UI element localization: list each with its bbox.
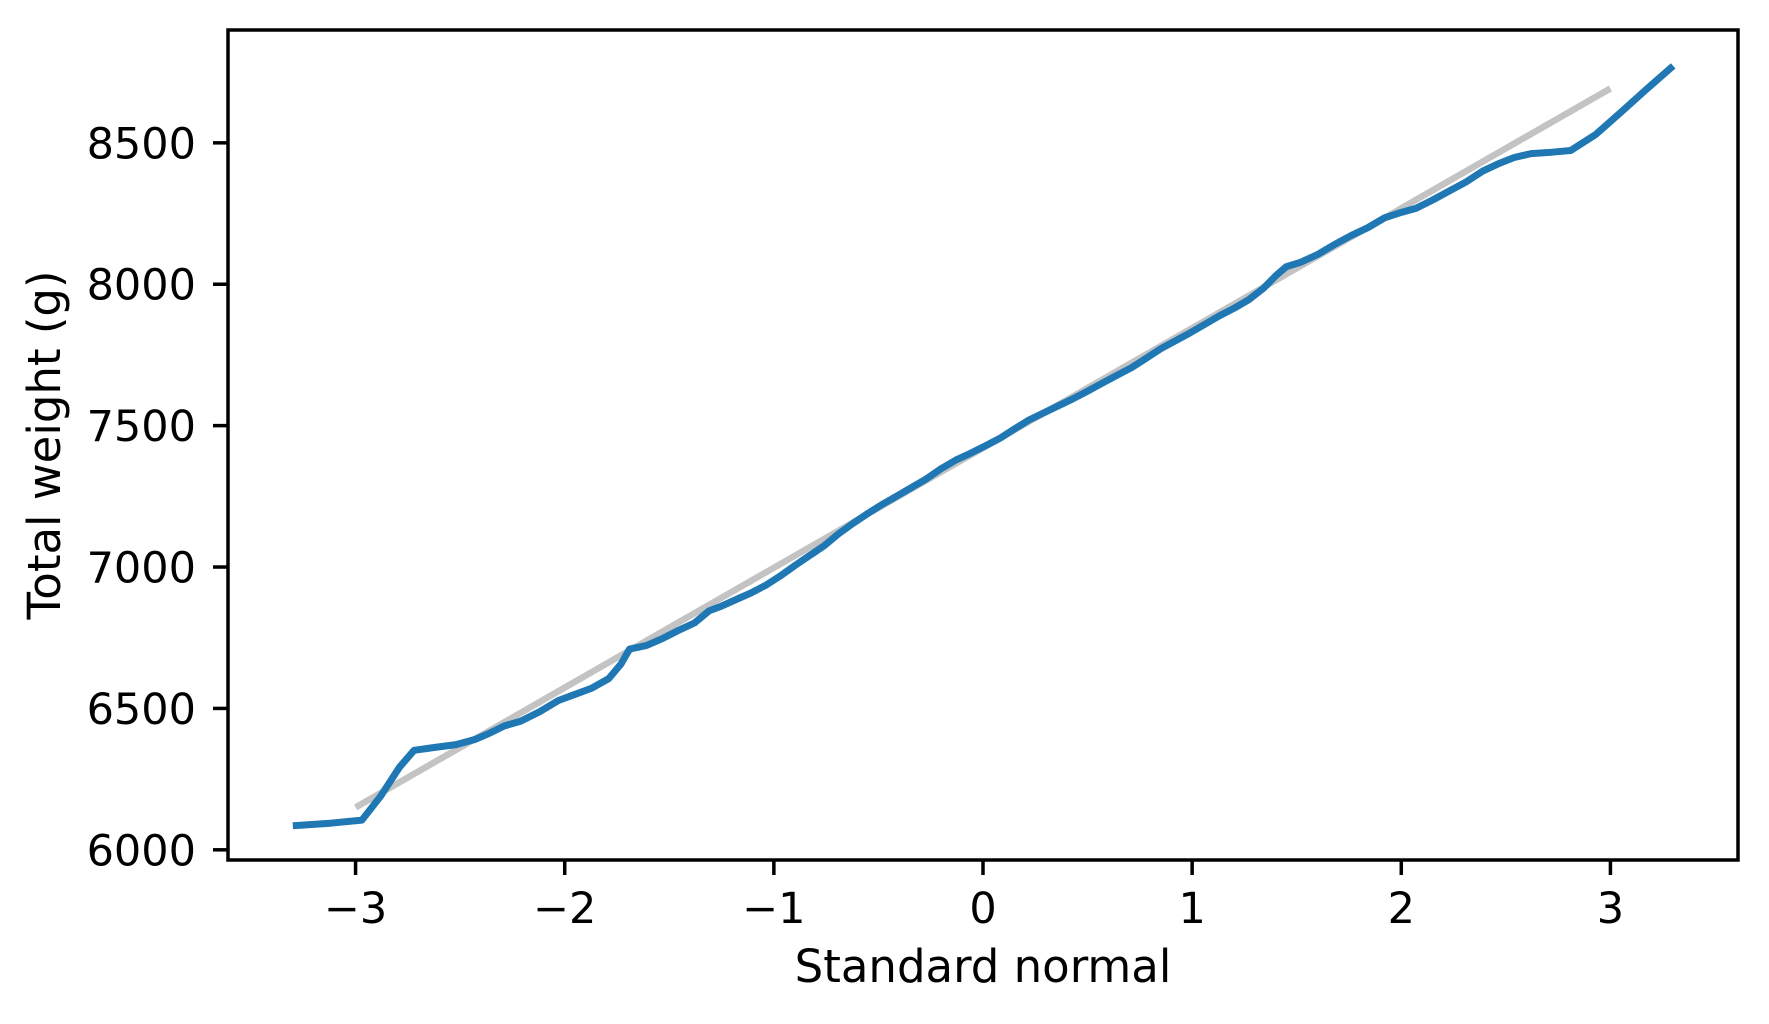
ordered-sample-quantiles-line: [292, 63, 1676, 830]
y-tick-label: 6000: [87, 826, 196, 876]
x-tick-label: −3: [324, 884, 387, 934]
x-tick-label: −2: [533, 884, 596, 934]
x-tick-label: 2: [1388, 884, 1415, 934]
x-tick-label: 1: [1178, 884, 1205, 934]
x-tick-label: 0: [969, 884, 996, 934]
y-axis-label: Total weight (g): [18, 270, 71, 620]
y-tick-label: 8500: [87, 119, 196, 169]
x-tick-label: 3: [1597, 884, 1624, 934]
y-tick-label: 7500: [87, 402, 196, 452]
y-tick-label: 7000: [87, 544, 196, 594]
y-tick-label: 8000: [87, 261, 196, 311]
x-tick-label: −1: [742, 884, 805, 934]
x-axis-label: Standard normal: [795, 940, 1172, 993]
y-tick-label: 6500: [87, 685, 196, 735]
